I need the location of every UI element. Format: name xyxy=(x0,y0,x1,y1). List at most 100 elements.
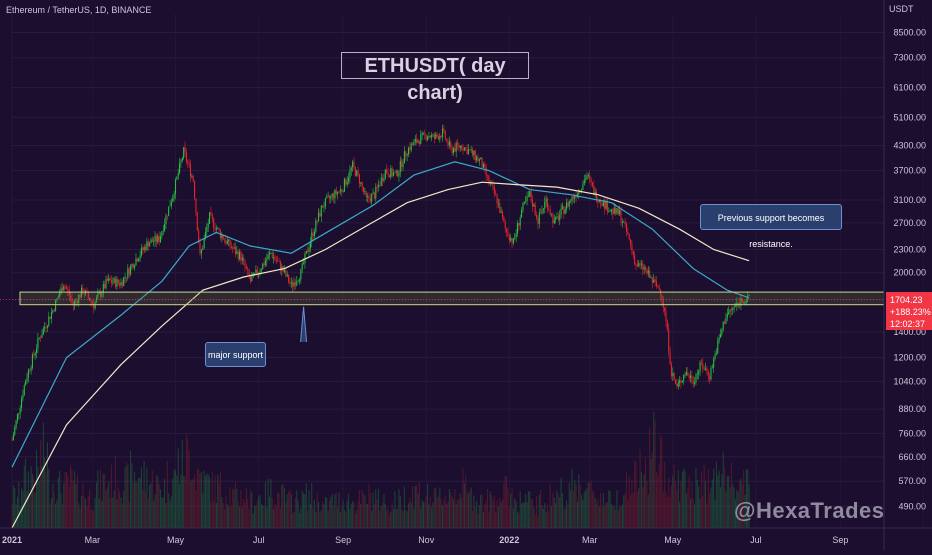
candle-body xyxy=(702,363,704,369)
candle-body xyxy=(465,147,467,148)
candle-body xyxy=(50,312,53,319)
candle-body xyxy=(571,196,573,202)
y-tick-label: 760.00 xyxy=(898,428,926,438)
candle-body xyxy=(135,258,137,266)
volume-bar xyxy=(181,439,183,528)
volume-bar xyxy=(147,498,149,528)
candle-body xyxy=(143,246,145,251)
candle-body xyxy=(297,280,299,282)
candle-body xyxy=(442,128,444,138)
volume-bar xyxy=(463,483,465,528)
volume-bar xyxy=(595,503,598,528)
volume-bar xyxy=(461,497,463,528)
volume-bar xyxy=(56,499,58,528)
candle-body xyxy=(436,134,438,137)
volume-bar xyxy=(510,493,512,528)
volume-bar xyxy=(45,471,47,528)
volume-bar xyxy=(725,491,727,528)
candle-body xyxy=(503,216,505,222)
candle-body xyxy=(192,176,194,182)
x-tick-label: Sep xyxy=(335,535,351,545)
volume-bar xyxy=(105,489,107,528)
volume-bar xyxy=(207,474,209,528)
candle-body xyxy=(198,230,200,244)
candle-body xyxy=(169,205,171,207)
volume-bar xyxy=(335,492,337,528)
volume-bar xyxy=(730,462,732,528)
volume-bar xyxy=(75,484,77,528)
x-tick-label: Nov xyxy=(418,535,435,545)
volume-bar xyxy=(570,489,572,528)
candle-body xyxy=(124,277,126,278)
volume-bar xyxy=(76,475,78,528)
candle-body xyxy=(41,334,43,339)
volume-bar xyxy=(455,503,457,528)
volume-bar xyxy=(397,509,399,528)
candle-body xyxy=(564,209,566,214)
candle-body xyxy=(714,354,716,359)
candle-body xyxy=(480,157,482,160)
volume-bar xyxy=(341,506,343,528)
candle-body xyxy=(534,204,536,215)
volume-bar xyxy=(465,475,467,528)
volume-bar xyxy=(533,507,535,528)
candle-body xyxy=(112,282,114,284)
candle-body xyxy=(162,230,164,232)
candle-body xyxy=(248,270,250,277)
volume-bar xyxy=(252,513,254,528)
candle-body xyxy=(350,167,352,170)
candle-body xyxy=(19,407,21,414)
volume-bar xyxy=(176,475,178,528)
volume-bar xyxy=(481,493,483,528)
candle-body xyxy=(255,269,257,273)
candle-body xyxy=(89,297,91,301)
volume-bar xyxy=(138,478,140,528)
candle-body xyxy=(153,241,155,243)
volume-bar xyxy=(192,478,194,528)
candle-body xyxy=(533,204,535,207)
x-tick-label: Jul xyxy=(750,535,762,545)
candle-body xyxy=(605,201,607,209)
volume-bar xyxy=(698,486,700,528)
candle-body xyxy=(623,222,625,223)
volume-bar xyxy=(608,490,610,528)
candle-body xyxy=(187,161,189,164)
candle-body xyxy=(166,215,168,217)
candle-body xyxy=(493,187,495,194)
volume-bar xyxy=(646,480,648,528)
candle-body xyxy=(357,170,359,175)
candle-body xyxy=(538,212,540,224)
volume-bar xyxy=(224,508,226,528)
volume-bar xyxy=(177,448,179,528)
candle-body xyxy=(139,255,141,260)
volume-bar xyxy=(170,496,172,528)
volume-bar xyxy=(316,492,318,528)
candle-body xyxy=(79,294,81,298)
candle-body xyxy=(379,185,381,186)
volume-bar xyxy=(526,502,528,528)
volume-bar xyxy=(20,488,23,528)
volume-bar xyxy=(555,502,557,528)
candle-body xyxy=(627,231,629,234)
volume-bar xyxy=(628,476,630,528)
volume-bar xyxy=(557,494,559,528)
volume-bar xyxy=(394,491,396,528)
volume-bar xyxy=(203,470,205,528)
volume-bar xyxy=(717,475,719,528)
volume-bar xyxy=(687,487,689,528)
candle-body xyxy=(683,374,685,381)
candle-body xyxy=(372,192,374,195)
volume-bar xyxy=(364,495,366,528)
y-tick-label: 1040.00 xyxy=(893,376,926,386)
volume-bar xyxy=(244,502,246,528)
volume-bar xyxy=(93,510,95,528)
volume-bar xyxy=(339,512,341,528)
candle-body xyxy=(120,282,122,286)
volume-bar xyxy=(49,503,51,528)
candle-body xyxy=(74,301,76,306)
volume-bar xyxy=(446,503,448,528)
volume-bar xyxy=(121,504,123,528)
volume-bar xyxy=(97,470,99,528)
